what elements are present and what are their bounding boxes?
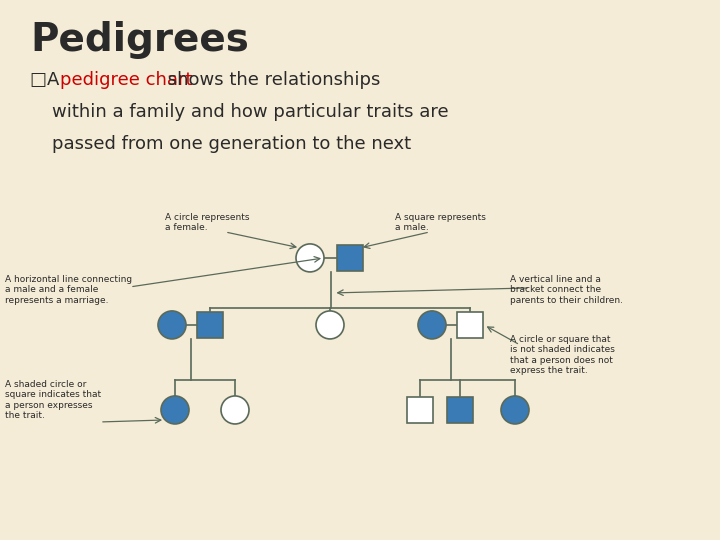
Text: A circle or square that
is not shaded indicates
that a person does not
express t: A circle or square that is not shaded in… bbox=[510, 335, 615, 375]
Text: □A: □A bbox=[30, 71, 65, 89]
Bar bbox=[447, 397, 473, 423]
Text: passed from one generation to the next: passed from one generation to the next bbox=[52, 135, 411, 153]
Bar bbox=[197, 312, 223, 338]
Text: A circle represents
a female.: A circle represents a female. bbox=[165, 213, 250, 232]
Circle shape bbox=[161, 396, 189, 424]
Text: A vertical line and a
bracket connect the
parents to their children.: A vertical line and a bracket connect th… bbox=[510, 275, 623, 305]
Bar bbox=[337, 245, 363, 271]
Text: A horizontal line connecting
a male and a female
represents a marriage.: A horizontal line connecting a male and … bbox=[5, 275, 132, 305]
Text: shows the relationships: shows the relationships bbox=[162, 71, 380, 89]
Circle shape bbox=[501, 396, 529, 424]
Text: A shaded circle or
square indicates that
a person expresses
the trait.: A shaded circle or square indicates that… bbox=[5, 380, 101, 420]
Bar bbox=[407, 397, 433, 423]
Circle shape bbox=[316, 311, 344, 339]
Circle shape bbox=[158, 311, 186, 339]
Circle shape bbox=[296, 244, 324, 272]
Text: A square represents
a male.: A square represents a male. bbox=[395, 213, 486, 232]
Circle shape bbox=[418, 311, 446, 339]
Bar bbox=[457, 312, 483, 338]
Circle shape bbox=[221, 396, 249, 424]
Text: Pedigrees: Pedigrees bbox=[30, 21, 249, 59]
Text: pedigree chart: pedigree chart bbox=[60, 71, 192, 89]
Text: within a family and how particular traits are: within a family and how particular trait… bbox=[52, 103, 449, 121]
